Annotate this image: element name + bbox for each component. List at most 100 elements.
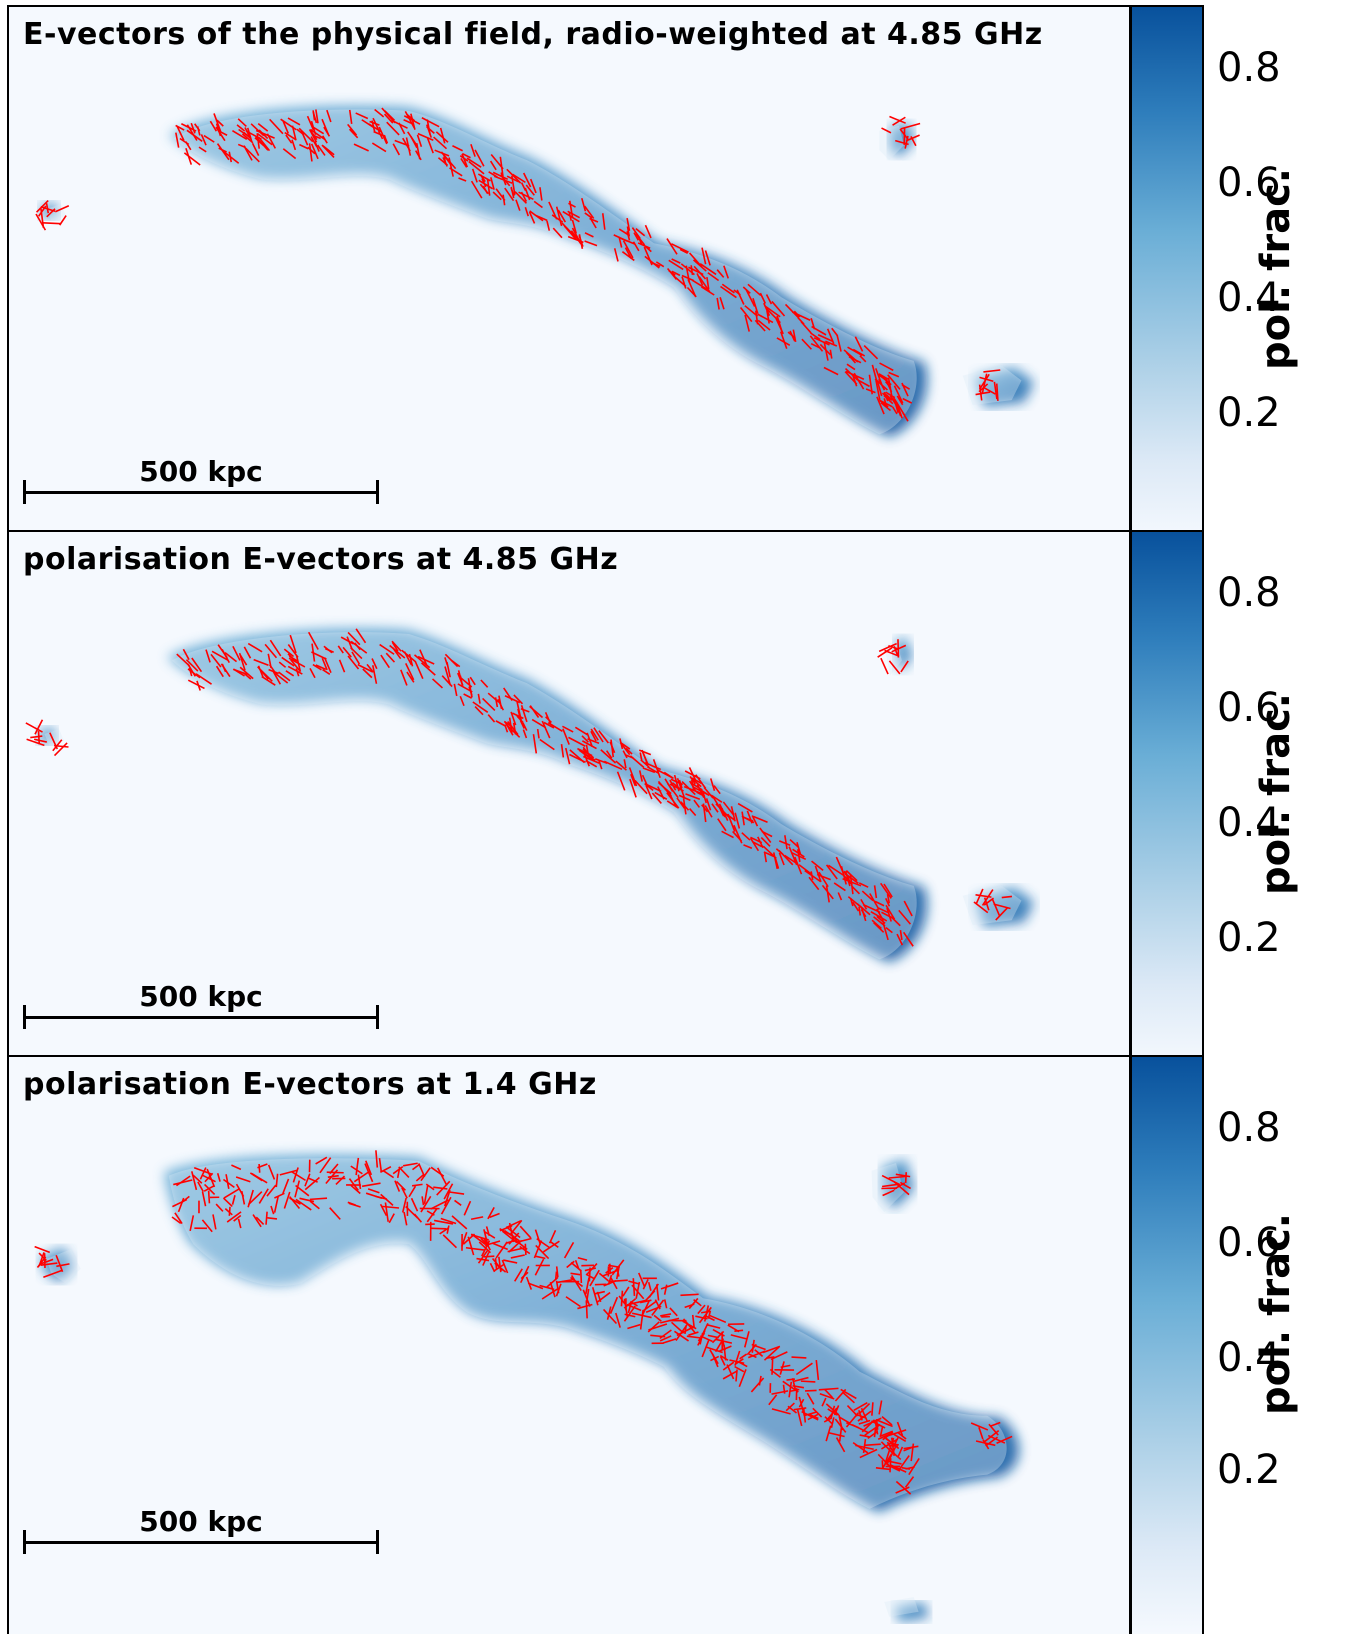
e-vector — [525, 1276, 533, 1290]
e-vector — [598, 760, 603, 770]
e-vector — [875, 1418, 879, 1430]
e-vector — [824, 1388, 834, 1399]
e-vector — [881, 392, 892, 401]
e-vector — [660, 1282, 679, 1290]
e-vector — [510, 1254, 525, 1259]
e-vector — [543, 721, 555, 729]
e-vector — [433, 136, 448, 150]
e-vector — [722, 801, 735, 816]
relic-emission-map — [34, 1150, 1019, 1622]
colorbar-tick: 0.8 — [1217, 570, 1281, 616]
e-vector — [231, 1164, 242, 1171]
e-vector — [203, 134, 215, 143]
e-vector — [887, 1460, 902, 1465]
e-vector — [476, 1257, 490, 1262]
e-vector — [644, 224, 652, 239]
e-vector — [534, 1229, 542, 1245]
e-vector — [899, 1181, 911, 1190]
e-vector — [743, 844, 753, 850]
colorbar-label: pol. frac. — [1253, 1213, 1299, 1415]
e-vector — [652, 759, 661, 778]
e-vector — [548, 1230, 557, 1244]
colorbar — [1130, 1055, 1204, 1634]
e-vector — [903, 1445, 919, 1450]
e-vector — [444, 666, 452, 686]
e-vector — [692, 279, 708, 291]
e-vector — [863, 1417, 882, 1427]
e-vector — [800, 1380, 816, 1383]
e-vector — [299, 143, 309, 150]
e-vector — [512, 722, 517, 735]
e-vector — [515, 199, 521, 211]
e-vector — [504, 694, 521, 704]
e-vector — [671, 258, 681, 264]
e-vector — [416, 134, 423, 147]
e-vector — [623, 1305, 636, 1322]
e-vector — [232, 645, 241, 661]
colorbar-tick: 0.8 — [1217, 1105, 1281, 1151]
e-vector — [355, 112, 369, 120]
e-vector — [217, 644, 228, 659]
e-vector — [780, 1364, 791, 1369]
e-vector — [442, 157, 448, 167]
e-vector — [613, 234, 628, 242]
e-vector — [258, 1163, 261, 1173]
e-vector — [282, 120, 290, 134]
e-vector — [477, 1249, 489, 1264]
e-vector — [818, 871, 829, 888]
e-vector — [212, 1214, 217, 1230]
e-vector — [682, 1318, 696, 1334]
e-vector — [172, 1198, 188, 1208]
e-vector — [686, 1335, 701, 1339]
e-vector — [686, 286, 697, 298]
e-vector — [659, 1335, 672, 1342]
e-vector — [712, 1328, 725, 1337]
e-vector — [404, 110, 416, 129]
e-vector — [265, 1211, 268, 1225]
e-vector — [412, 1163, 421, 1171]
e-vector — [863, 344, 879, 360]
e-vector — [789, 1388, 800, 1393]
e-vector — [325, 1169, 339, 1185]
e-vector — [970, 1422, 989, 1431]
e-vector — [784, 303, 800, 319]
e-vector — [253, 658, 269, 667]
e-vector — [287, 117, 301, 126]
e-vector — [761, 830, 773, 838]
e-vector — [606, 1306, 612, 1320]
e-vector — [381, 1205, 400, 1209]
e-vector — [321, 118, 330, 135]
e-vector — [757, 319, 771, 331]
e-vector — [173, 1179, 193, 1186]
e-vector — [569, 753, 586, 764]
e-vector — [570, 1276, 584, 1288]
e-vector — [247, 1191, 263, 1206]
e-vector — [308, 143, 313, 162]
e-vector — [825, 340, 838, 347]
e-vector — [669, 1307, 678, 1317]
e-vector — [896, 1421, 904, 1436]
e-vector — [392, 647, 402, 660]
e-vector — [706, 277, 710, 290]
e-vector — [281, 656, 295, 667]
e-vector — [587, 738, 600, 745]
e-vector — [752, 298, 759, 314]
e-vector — [574, 726, 588, 736]
e-vector — [275, 1173, 279, 1188]
e-vector — [771, 300, 786, 317]
e-vector — [462, 1233, 476, 1245]
e-vector — [252, 1214, 262, 1228]
e-vector — [26, 738, 45, 747]
e-vector — [854, 336, 864, 352]
e-vector — [620, 741, 631, 750]
e-vector — [858, 1419, 871, 1425]
e-vector — [734, 1365, 745, 1373]
e-vector — [509, 1219, 523, 1235]
e-vector — [547, 721, 563, 732]
e-vector — [524, 206, 530, 217]
emission-region — [974, 367, 1034, 407]
e-vector — [421, 117, 440, 128]
e-vector — [494, 697, 499, 708]
e-vector — [595, 758, 608, 764]
e-vector — [810, 332, 821, 341]
